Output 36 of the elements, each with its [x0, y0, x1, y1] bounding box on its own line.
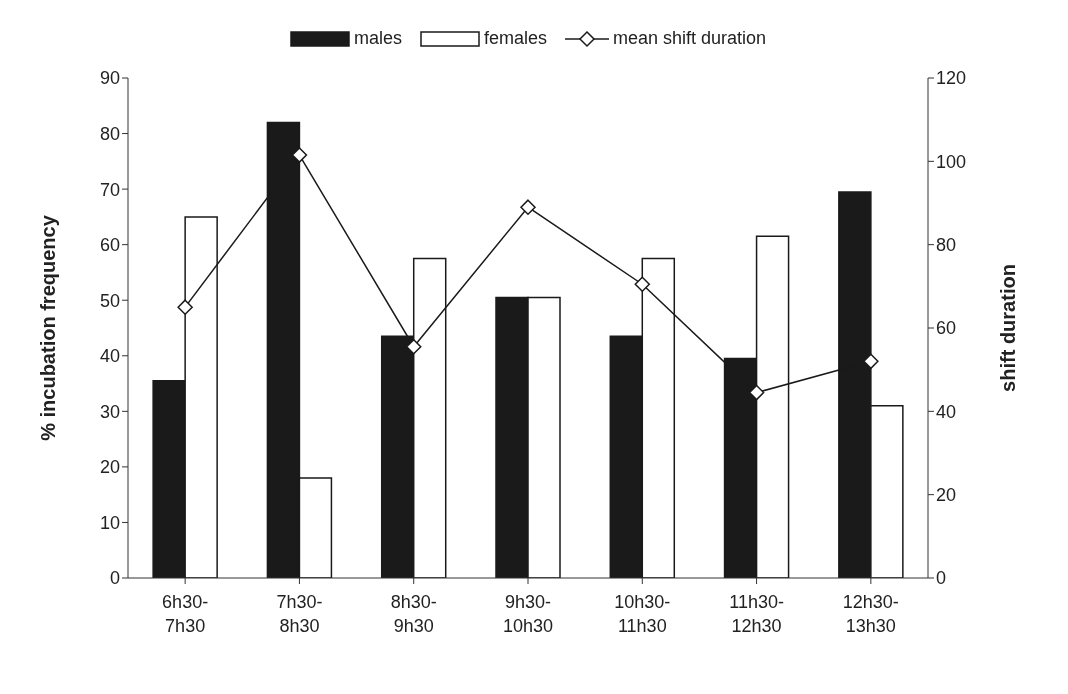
y-tick-label: 80 [99, 123, 120, 144]
x-tick-label: 12h30-13h30 [842, 592, 899, 636]
y2-tick-label: 0 [936, 568, 947, 589]
x-tick-label: 6h30-7h30 [162, 592, 209, 636]
y-tick-label: 0 [109, 568, 120, 589]
point [291, 147, 308, 163]
legend-label: males [353, 28, 402, 49]
point [405, 339, 422, 355]
y-axis-title: % incubation frequency [37, 214, 60, 441]
point [177, 299, 193, 315]
y-tick-label: 90 [99, 68, 120, 89]
y-tick-label: 30 [99, 401, 120, 422]
point [748, 384, 765, 401]
x-tick-label: 9h30-10h30 [502, 592, 554, 636]
legend-label: mean shift duration [612, 28, 767, 49]
y2-tick-label: 20 [936, 485, 957, 506]
point [863, 353, 879, 370]
y-tick-label: 20 [99, 457, 120, 478]
point [520, 199, 536, 215]
y-tick-label: 10 [99, 512, 120, 533]
x-tick-label: 10h30-11h30 [614, 592, 671, 636]
x-tick-label: 11h30-12h30 [729, 592, 784, 636]
x-tick-label: 7h30-8h30 [276, 592, 323, 636]
x-tick-label: 8h30-9h30 [390, 592, 437, 636]
y-tick-label: 70 [99, 179, 120, 200]
y2-axis-title: shift duration [997, 264, 1020, 392]
legend-label: females [483, 28, 547, 49]
y2-tick-label: 120 [936, 68, 967, 89]
point [634, 276, 651, 292]
y2-tick-label: 60 [936, 318, 957, 339]
y2-tick-label: 80 [936, 235, 957, 256]
y2-tick-label: 100 [936, 151, 967, 172]
y-tick-label: 50 [99, 290, 120, 311]
y-tick-label: 60 [99, 235, 120, 256]
y-tick-label: 40 [99, 346, 120, 367]
y2-tick-label: 40 [936, 401, 957, 422]
